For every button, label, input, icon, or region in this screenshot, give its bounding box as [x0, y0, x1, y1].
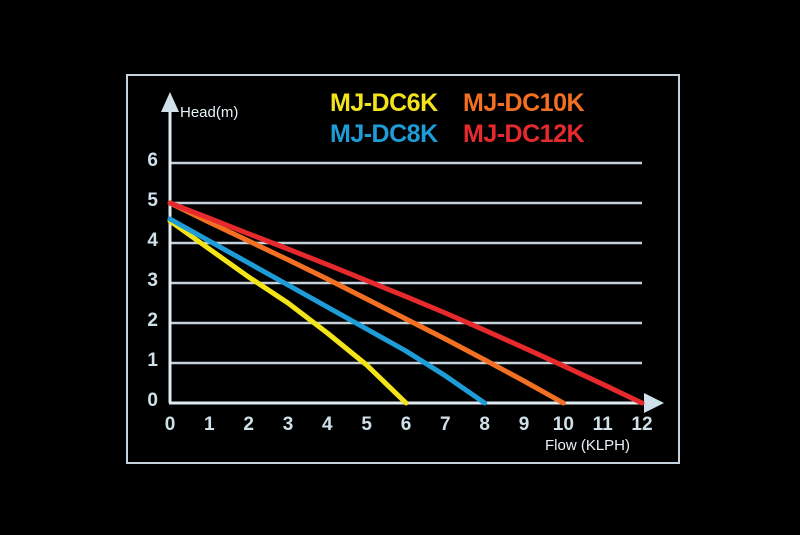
- legend-row: MJ-DC6K MJ-DC10K: [330, 88, 630, 119]
- x-axis-title: Flow (KLPH): [545, 437, 631, 454]
- legend-item-mj-dc10k: MJ-DC10K: [463, 89, 585, 117]
- y-tick-label: 6: [147, 150, 158, 171]
- x-tick-label: 8: [479, 414, 490, 435]
- legend-item-mj-dc8k: MJ-DC8K: [330, 120, 438, 148]
- x-tick-label: 12: [631, 414, 653, 435]
- legend-item-mj-dc12k: MJ-DC12K: [463, 120, 585, 148]
- x-tick-label: 1: [204, 414, 215, 435]
- x-tick-label: 9: [518, 414, 530, 435]
- x-tick-label: 2: [243, 414, 254, 435]
- x-tick-label: 7: [440, 414, 451, 435]
- x-tick-label: 4: [322, 414, 333, 435]
- x-tick-label: 5: [361, 414, 372, 435]
- x-tick-label: 6: [400, 414, 412, 435]
- y-tick-label: 1: [147, 350, 158, 371]
- x-tick-label: 11: [592, 414, 613, 435]
- chart-legend: MJ-DC6K MJ-DC10K MJ-DC8K MJ-DC12K: [330, 88, 630, 150]
- y-tick-label: 5: [147, 190, 158, 211]
- legend-item-mj-dc6k: MJ-DC6K: [330, 89, 438, 117]
- x-tick-label: 10: [552, 414, 574, 435]
- x-tick-label: 0: [164, 414, 176, 435]
- y-axis-title: Head(m): [180, 104, 239, 121]
- y-tick-label: 4: [147, 230, 158, 251]
- y-tick-label: 3: [147, 270, 158, 291]
- x-tick-label: 3: [282, 414, 294, 435]
- y-tick-label: 2: [147, 310, 158, 331]
- y-tick-label: 0: [147, 390, 158, 411]
- legend-row: MJ-DC8K MJ-DC12K: [330, 119, 630, 150]
